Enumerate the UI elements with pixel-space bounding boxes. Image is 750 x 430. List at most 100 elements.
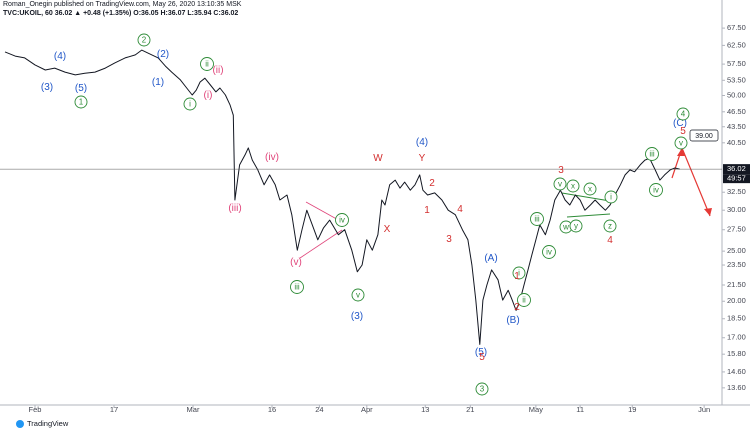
wave-circle <box>335 213 349 227</box>
target-badge-box <box>689 129 719 142</box>
wave-label: iii <box>294 283 300 292</box>
wave-label: z <box>608 222 612 231</box>
wave-label: i <box>610 193 612 202</box>
wave-circle <box>512 266 526 280</box>
wave-label: iii <box>649 150 655 159</box>
x-tick-label: 11 <box>576 405 584 414</box>
wave-label: (5) <box>475 347 487 358</box>
x-tick-label: Apr <box>361 405 373 414</box>
wave-label: (3) <box>41 82 53 93</box>
wave-label: (i) <box>204 90 213 101</box>
target-badge: 39.00 <box>695 133 713 140</box>
wave-label: 1 <box>514 271 520 282</box>
channel-line <box>566 213 611 218</box>
y-tick-label: 27.50 <box>727 225 746 234</box>
y-tick-label: 13.60 <box>727 383 746 392</box>
y-tick-label: 20.00 <box>727 296 746 305</box>
x-tick-label: 21 <box>466 405 474 414</box>
wave-label: (4) <box>416 137 428 148</box>
wave-label: Y <box>419 153 426 164</box>
wave-label: (B) <box>506 315 519 326</box>
y-tick-label: 17.00 <box>727 333 746 342</box>
wave-label: i <box>518 269 520 278</box>
wave-label: iv <box>653 186 659 195</box>
wave-label: 3 <box>558 165 564 176</box>
y-tick-label: 40.50 <box>727 138 746 147</box>
wave-label: 4 <box>681 110 686 119</box>
y-tick-label: 57.50 <box>727 59 746 68</box>
y-tick-label: 30.00 <box>727 205 746 214</box>
wave-label: (3) <box>351 311 363 322</box>
arrow-head <box>704 208 712 216</box>
price-badge-box <box>723 164 750 175</box>
y-tick-label: 15.80 <box>727 349 746 358</box>
y-tick-label: 43.50 <box>727 122 746 131</box>
wave-circle <box>604 190 618 204</box>
y-tick-label: 18.50 <box>727 314 746 323</box>
wave-label: 1 <box>79 98 84 107</box>
triangle-line <box>299 229 343 259</box>
wave-circle <box>290 280 304 294</box>
wave-label: 4 <box>457 204 463 215</box>
wave-label: ii <box>205 60 209 69</box>
wave-label: W <box>373 153 383 164</box>
wave-label: (4) <box>54 51 66 62</box>
y-tick-label: 21.50 <box>727 280 746 289</box>
wave-circle <box>649 183 663 197</box>
wave-label: i <box>189 100 191 109</box>
x-tick-label: Feb <box>29 405 42 414</box>
wave-label: w <box>562 223 569 232</box>
y-tick-label: 62.50 <box>727 40 746 49</box>
wave-label: 4 <box>607 235 613 246</box>
wave-circle <box>583 182 597 196</box>
y-tick-label: 14.60 <box>727 367 746 376</box>
wave-circle <box>645 147 659 161</box>
wave-circle <box>676 107 690 121</box>
wave-label: 5 <box>479 352 485 363</box>
wave-circle <box>530 212 544 226</box>
wave-circle <box>566 179 580 193</box>
wave-circle <box>542 245 556 259</box>
price-line <box>4 49 680 345</box>
price-badge: 36.02 <box>727 164 746 173</box>
symbol-line: TVC:UKOIL, 60 36.02 ▲ +0.48 (+1.35%) O:3… <box>3 10 238 17</box>
y-tick-label: 50.00 <box>727 90 746 99</box>
x-tick-label: 17 <box>110 405 118 414</box>
wave-label: (v) <box>290 257 302 268</box>
wave-label: 3 <box>480 385 485 394</box>
wave-label: (5) <box>75 83 87 94</box>
wave-label: iii <box>534 215 540 224</box>
wave-label: (C) <box>673 118 687 129</box>
wave-circle <box>674 136 688 150</box>
y-tick-label: 25.00 <box>727 246 746 255</box>
wave-circle <box>603 219 617 233</box>
y-tick-label: 53.50 <box>727 75 746 84</box>
wave-circle <box>553 177 567 191</box>
logo-icon <box>16 420 24 428</box>
wave-label: v <box>679 139 683 148</box>
wave-label: iv <box>339 216 345 225</box>
wave-label: X <box>384 224 391 235</box>
wave-label: ii <box>522 296 526 305</box>
wave-label: 1 <box>424 205 430 216</box>
x-tick-label: 16 <box>268 405 276 414</box>
wave-label: (1) <box>152 77 164 88</box>
x-tick-label: Jun <box>698 405 710 414</box>
x-tick-label: 24 <box>315 405 323 414</box>
wave-circle <box>569 219 583 233</box>
wave-label: (ii) <box>212 65 223 76</box>
wave-circle <box>517 293 531 307</box>
wave-label: (2) <box>157 49 169 60</box>
wave-label: 2 <box>142 36 147 45</box>
wave-circle <box>74 95 88 109</box>
author-line: Roman_Onegin published on TradingView.co… <box>3 1 242 8</box>
countdown: 49:57 <box>727 174 746 183</box>
x-tick-label: 19 <box>628 405 636 414</box>
wave-circle <box>183 97 197 111</box>
wave-label: 2 <box>514 302 520 313</box>
wave-label: v <box>558 180 562 189</box>
wave-label: x <box>571 182 575 191</box>
wave-label: (iii) <box>228 203 241 214</box>
arrow-head <box>677 148 685 156</box>
